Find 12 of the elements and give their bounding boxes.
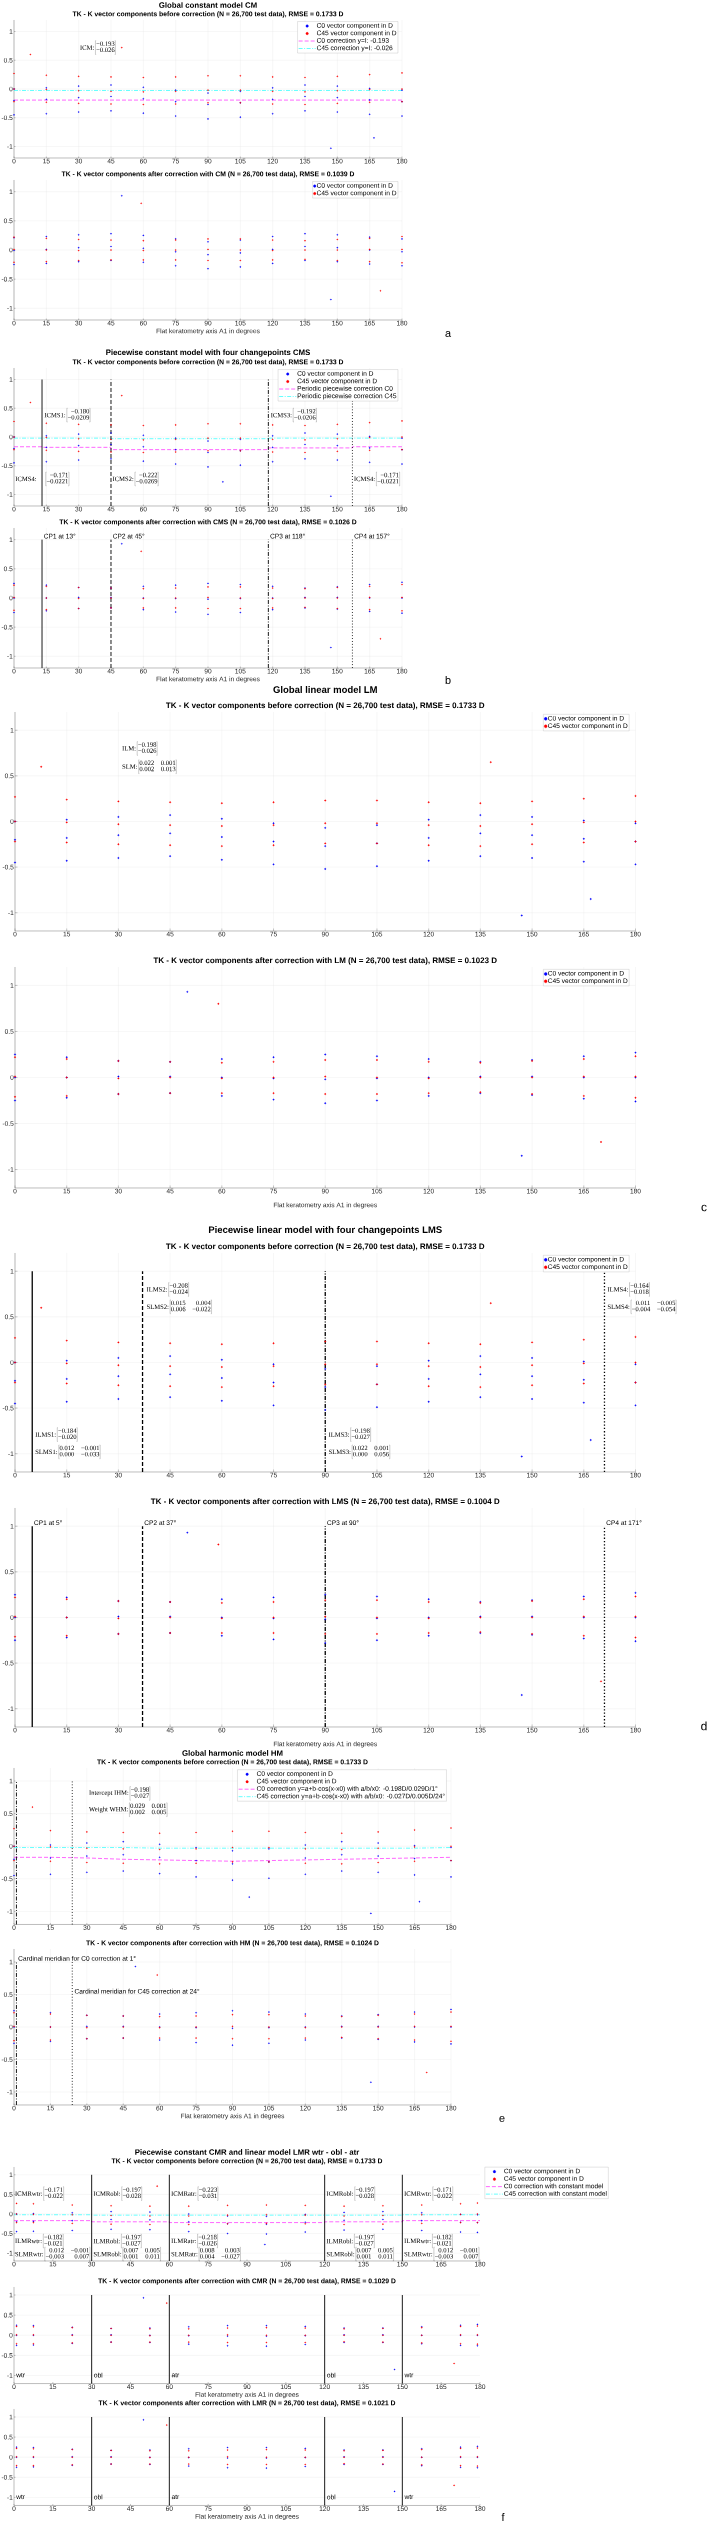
chart-title: TK - K vector components after correction with LMS (N = 26,700 test data), RMSE = 0.1004 D bbox=[150, 1498, 500, 1506]
chart-subtitle: TK - K vector components before correction (N = 26,700 test data), RMSE = 0.1733 D bbox=[165, 1243, 485, 1251]
text: e bbox=[499, 2115, 505, 2122]
chart-title: Global linear model LM bbox=[273, 686, 377, 693]
text: f bbox=[501, 2513, 505, 2521]
text: c bbox=[701, 1204, 707, 1212]
chart-title: TK - K vector components after correction with LM (N = 26,700 test data), RMSE = 0.1023 D bbox=[153, 957, 497, 965]
text: b bbox=[445, 675, 451, 685]
text: d bbox=[701, 1721, 707, 1731]
chart-subtitle: TK - K vector components before correction (N = 26,700 test data), RMSE = 0.1733 D bbox=[165, 702, 485, 710]
chart-title: Piecewise linear model with four changepoints LMS bbox=[208, 1226, 442, 1235]
text: a bbox=[445, 330, 452, 338]
